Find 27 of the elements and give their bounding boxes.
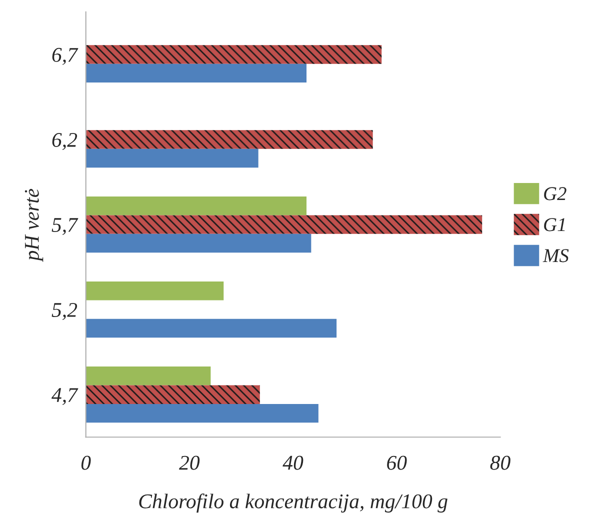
bar bbox=[86, 404, 318, 423]
bar bbox=[86, 130, 373, 149]
bar bbox=[86, 45, 382, 64]
bar bbox=[86, 234, 312, 253]
legend-label: G1 bbox=[544, 218, 565, 232]
y-tick-label: 5,7 bbox=[52, 218, 78, 235]
legend-label: G2 bbox=[544, 187, 566, 200]
y-tick-label: 4,7 bbox=[52, 388, 78, 406]
x-tick-label: 80 bbox=[490, 456, 510, 470]
bar bbox=[86, 64, 307, 83]
y-tick-label: 6,2 bbox=[52, 132, 78, 150]
x-tick-label: 60 bbox=[387, 456, 407, 470]
bar bbox=[86, 385, 260, 404]
x-tick-label: 40 bbox=[282, 456, 304, 470]
bar bbox=[86, 282, 224, 300]
x-tick-label: 0 bbox=[81, 456, 91, 470]
bar bbox=[86, 148, 258, 168]
legend-label: MS bbox=[542, 249, 569, 262]
bar bbox=[86, 215, 482, 234]
y-tick-label: 5,2 bbox=[52, 303, 78, 320]
bar bbox=[86, 318, 337, 338]
x-tick-label: 20 bbox=[179, 456, 200, 470]
x-axis-title: Chlorofilo a koncentracija, mg/100 g bbox=[139, 494, 448, 513]
y-tick-label: 6,7 bbox=[52, 48, 78, 65]
bar bbox=[86, 366, 211, 386]
bar bbox=[86, 196, 307, 216]
y-axis-title: pH vertė bbox=[24, 188, 44, 262]
